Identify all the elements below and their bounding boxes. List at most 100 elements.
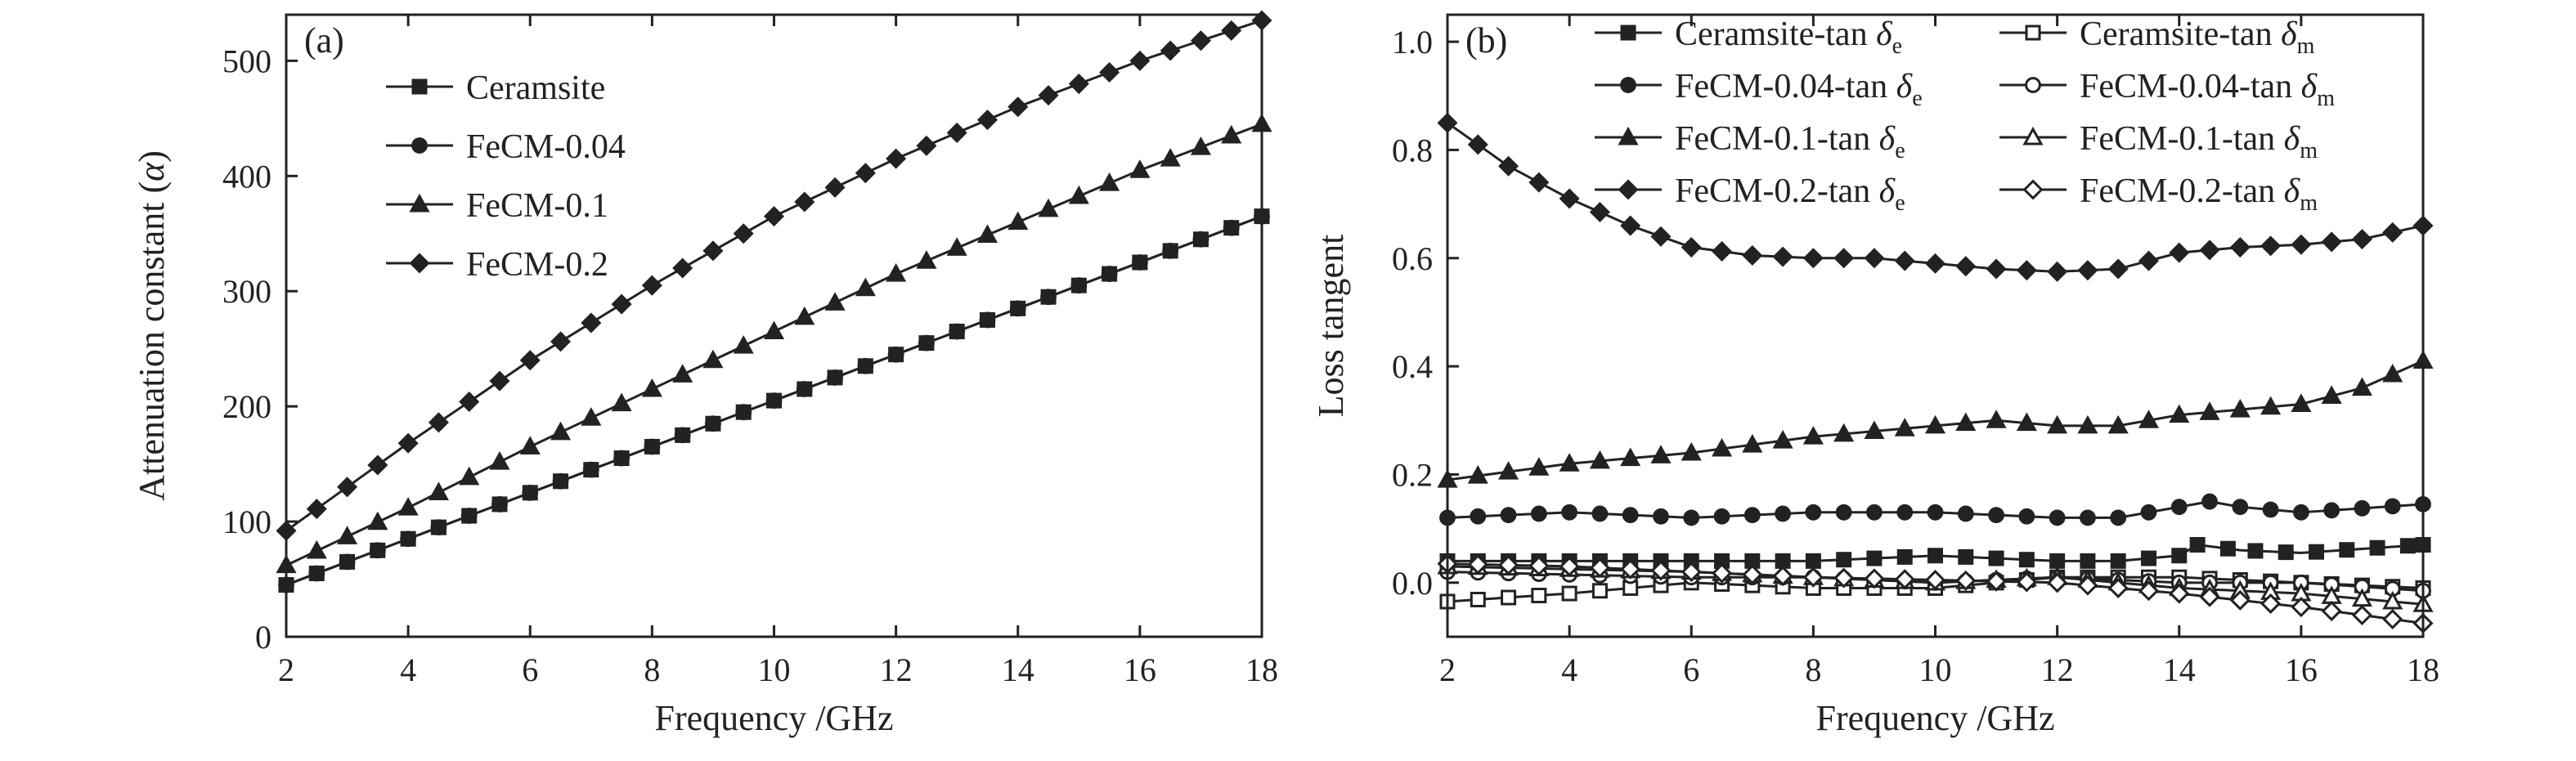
data-point (1038, 198, 1059, 217)
data-point (2351, 605, 2372, 626)
data-point (2107, 577, 2129, 598)
data-point (1620, 215, 1641, 236)
data-point (1192, 231, 1209, 248)
data-point (2110, 553, 2126, 569)
x-tick-label: 12 (880, 651, 913, 688)
data-point (2107, 258, 2129, 280)
data-point (1591, 583, 1608, 599)
data-point (460, 508, 478, 524)
x-tick-label: 18 (1245, 651, 1278, 688)
data-point (1681, 562, 1702, 583)
data-point (702, 240, 724, 262)
data-point (2138, 580, 2159, 602)
data-point (1470, 508, 1487, 525)
data-point (702, 349, 724, 369)
data-point (1470, 592, 1486, 608)
legend-entry: FeCM-0.2 (386, 246, 608, 284)
x-tick-label: 10 (1919, 651, 1952, 688)
x-tick-label: 18 (2407, 651, 2439, 688)
data-point (2382, 590, 2403, 610)
data-point (2080, 509, 2096, 526)
legend-label: FeCM-0.2 (466, 246, 608, 284)
legend-label: FeCM-0.04 (466, 128, 626, 166)
data-point (1620, 25, 1636, 41)
data-point (2354, 499, 2371, 517)
data-point (1744, 507, 1761, 524)
data-point (824, 292, 846, 311)
data-point (2047, 414, 2068, 434)
y-tick-label: 0.2 (1392, 456, 1433, 493)
data-point (1802, 566, 1824, 588)
data-point (2382, 222, 2403, 243)
data-point (2049, 509, 2066, 526)
label-part: e (1895, 138, 1905, 163)
data-point (946, 122, 967, 143)
data-point (2351, 377, 2372, 396)
data-point (369, 542, 386, 559)
data-point (2170, 499, 2188, 516)
label-part: ) (132, 150, 172, 163)
data-point (2309, 544, 2325, 560)
data-point (794, 306, 815, 325)
data-point (1802, 426, 1824, 445)
x-tick-label: 4 (1561, 651, 1577, 688)
data-point (1681, 237, 1702, 258)
data-point (2262, 501, 2279, 518)
data-point (1620, 77, 1636, 93)
data-point (763, 320, 785, 340)
data-point (2077, 575, 2098, 596)
data-point (2382, 608, 2403, 630)
data-point (1772, 430, 1793, 449)
data-point (918, 334, 935, 351)
data-point (2278, 544, 2294, 561)
data-point (976, 224, 999, 244)
data-point (1467, 465, 1488, 484)
data-point (1008, 211, 1029, 231)
data-point (411, 137, 428, 154)
y-axis-label: Loss tangent (1311, 235, 1351, 418)
data-point (733, 223, 754, 244)
data-point (1589, 557, 1610, 579)
data-point (1068, 185, 1089, 204)
legend-entry: FeCM-0.04 (386, 128, 626, 166)
series-0 (1439, 537, 2431, 569)
data-point (2047, 572, 2068, 593)
data-point (2140, 550, 2156, 566)
y-tick-label: 0.4 (1392, 348, 1433, 385)
data-point (2025, 25, 2041, 41)
y-tick-label: 100 (222, 504, 272, 540)
data-point (2292, 504, 2309, 521)
data-point (2247, 543, 2264, 559)
x-tick-label: 6 (1683, 651, 1699, 688)
data-point (1498, 461, 1519, 480)
data-point (2321, 601, 2342, 622)
data-point (1896, 504, 1914, 521)
data-point (796, 381, 813, 397)
data-point (763, 206, 785, 227)
legend-entry: Ceramsite-tan δm (1999, 16, 2315, 59)
data-point (1561, 504, 1578, 521)
data-point (1864, 248, 1885, 269)
y-tick-label: 300 (222, 273, 272, 310)
data-point (522, 484, 539, 501)
data-point (855, 277, 876, 297)
data-point (1530, 505, 1547, 522)
data-point (1101, 266, 1118, 282)
label-part: FeCM-0.2-tan (1675, 172, 1879, 210)
legend-label: FeCM-0.1-tan δm (2080, 120, 2318, 163)
label-part: δ (1879, 120, 1896, 158)
data-point (949, 323, 966, 340)
data-point (641, 378, 662, 397)
data-point (1618, 179, 1639, 200)
y-tick-label: 500 (222, 43, 272, 79)
data-point (2140, 504, 2157, 521)
data-point (519, 436, 541, 454)
data-point (428, 412, 449, 433)
data-point (1894, 418, 1915, 436)
data-point (2399, 538, 2416, 554)
data-point (2199, 239, 2220, 261)
data-point (2384, 498, 2401, 515)
data-point (857, 357, 874, 374)
data-point (1772, 566, 1793, 587)
data-point (1009, 300, 1026, 317)
